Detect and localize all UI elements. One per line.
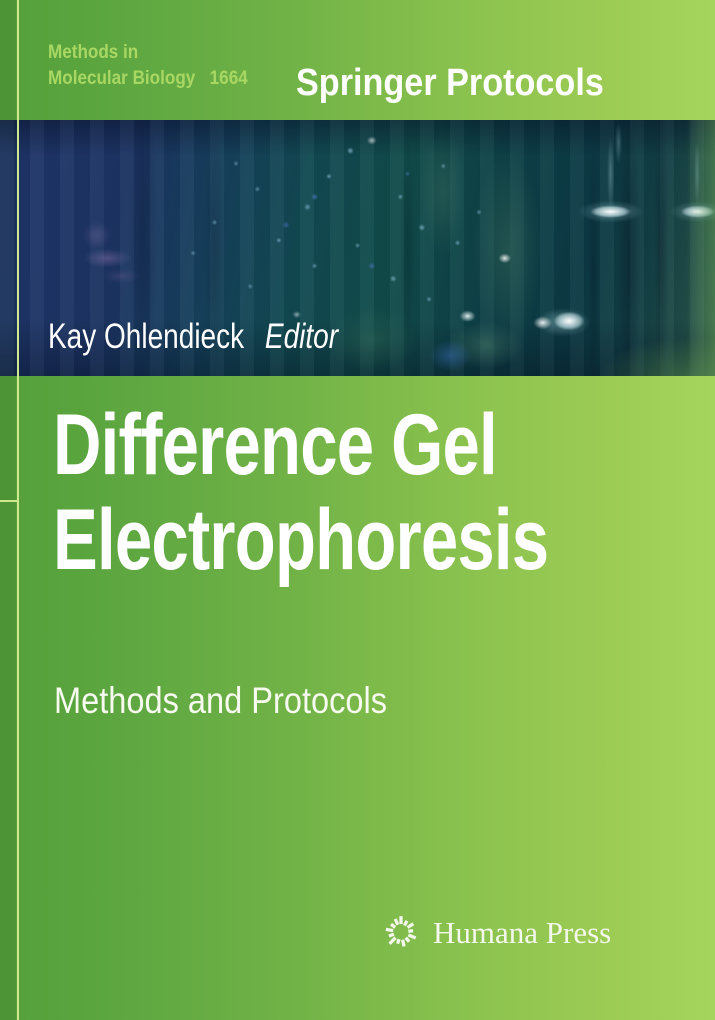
left-margin-strip: [0, 0, 16, 1020]
springer-protocols-logo: Springer Protocols: [296, 62, 604, 104]
accent-tick-mark: [0, 500, 17, 502]
book-title: Difference Gel Electrophoresis: [53, 397, 549, 588]
series-name: Molecular Biology: [48, 68, 196, 89]
editor-line: Kay Ohlendieck Editor: [48, 319, 338, 354]
book-title-line2: Electrophoresis: [53, 492, 549, 588]
editor-role: Editor: [264, 317, 339, 356]
publisher-name: Humana Press: [433, 914, 612, 950]
sunburst-icon: [385, 916, 417, 947]
accent-vertical-line: [17, 0, 19, 1020]
series-line1: Methods in: [48, 42, 139, 63]
series-volume: 1664: [209, 68, 248, 89]
editor-name: Kay Ohlendieck: [48, 317, 245, 356]
book-subtitle: Methods and Protocols: [54, 680, 388, 721]
series-title: Methods in Molecular Biology 1664: [48, 40, 248, 92]
series-line2: Molecular Biology 1664: [48, 66, 248, 92]
gel-electrophoresis-image: [0, 120, 715, 376]
book-title-line1: Difference Gel: [53, 397, 498, 493]
publisher-logo: Humana Press: [382, 913, 611, 951]
